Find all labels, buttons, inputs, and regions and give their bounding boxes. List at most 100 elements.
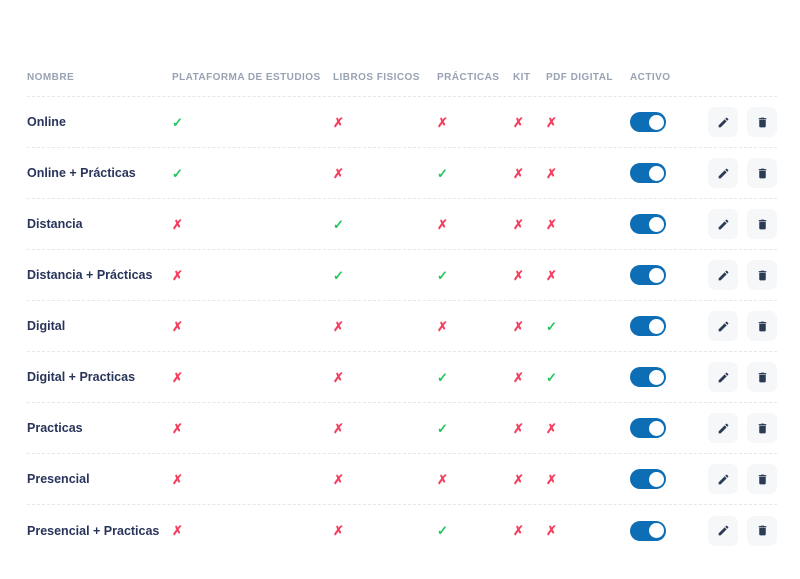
active-toggle[interactable]	[630, 214, 666, 234]
edit-button[interactable]	[708, 464, 738, 494]
edit-button[interactable]	[708, 515, 738, 546]
pdf-mark: ✗	[546, 523, 557, 538]
row-name: Presencial	[27, 472, 90, 486]
toggle-knob	[648, 318, 664, 334]
pdf-mark: ✗	[546, 216, 557, 232]
row-name: Presencial + Practicas	[27, 523, 160, 538]
pencil-icon	[717, 371, 730, 384]
libros-mark: ✓	[333, 216, 344, 232]
plataforma-mark: ✗	[172, 523, 183, 538]
column-header-kit: KIT	[513, 72, 531, 83]
row-name: Online	[27, 115, 66, 129]
plataforma-mark: ✗	[172, 267, 183, 283]
practicas-mark: ✓	[437, 165, 448, 181]
libros-mark: ✗	[333, 165, 344, 181]
edit-button[interactable]	[708, 107, 738, 137]
active-toggle[interactable]	[630, 469, 666, 489]
column-header-activo: ACTIVO	[630, 72, 671, 83]
pencil-icon	[717, 524, 730, 537]
trash-icon	[756, 524, 769, 537]
practicas-mark: ✗	[437, 471, 448, 487]
plataforma-mark: ✗	[172, 318, 183, 334]
delete-button[interactable]	[747, 311, 777, 341]
pdf-mark: ✗	[546, 471, 557, 487]
kit-mark: ✗	[513, 369, 524, 385]
trash-icon	[756, 167, 769, 180]
toggle-knob	[648, 216, 664, 232]
trash-icon	[756, 422, 769, 435]
toggle-knob	[648, 369, 664, 385]
practicas-mark: ✗	[437, 216, 448, 232]
kit-mark: ✗	[513, 216, 524, 232]
edit-button[interactable]	[708, 413, 738, 443]
row-name: Online + Prácticas	[27, 166, 136, 180]
delete-button[interactable]	[747, 158, 777, 188]
active-toggle[interactable]	[630, 367, 666, 387]
plataforma-mark: ✗	[172, 471, 183, 487]
toggle-knob	[648, 267, 664, 283]
active-toggle[interactable]	[630, 520, 666, 541]
plataforma-mark: ✓	[172, 165, 183, 181]
trash-icon	[756, 269, 769, 282]
pdf-mark: ✗	[546, 420, 557, 436]
table-row: Practicas ✗ ✗ ✓ ✗ ✗	[27, 403, 777, 454]
trash-icon	[756, 473, 769, 486]
delete-button[interactable]	[747, 515, 777, 546]
pdf-mark: ✗	[546, 267, 557, 283]
practicas-mark: ✗	[437, 318, 448, 334]
pencil-icon	[717, 422, 730, 435]
column-header-pdf: PDF DIGITAL	[546, 72, 613, 83]
table-row: Distancia ✗ ✓ ✗ ✗ ✗	[27, 199, 777, 250]
active-toggle[interactable]	[630, 418, 666, 438]
trash-icon	[756, 371, 769, 384]
row-name: Practicas	[27, 421, 83, 435]
delete-button[interactable]	[747, 107, 777, 137]
row-name: Digital + Practicas	[27, 370, 136, 384]
column-header-libros: LIBROS FISICOS	[333, 72, 420, 83]
libros-mark: ✗	[333, 523, 344, 538]
delete-button[interactable]	[747, 464, 777, 494]
page: NOMBRE PLATAFORMA DE ESTUDIOS LIBROS FIS…	[0, 59, 800, 579]
pencil-icon	[717, 116, 730, 129]
kit-mark: ✗	[513, 114, 524, 130]
edit-button[interactable]	[708, 311, 738, 341]
edit-button[interactable]	[708, 158, 738, 188]
row-name: Distancia + Prácticas	[27, 268, 153, 282]
table-row: Distancia + Prácticas ✗ ✓ ✓ ✗ ✗	[27, 250, 777, 301]
plataforma-mark: ✗	[172, 420, 183, 436]
libros-mark: ✗	[333, 114, 344, 130]
delete-button[interactable]	[747, 260, 777, 290]
toggle-knob	[648, 523, 664, 538]
toggle-knob	[648, 471, 664, 487]
pencil-icon	[717, 473, 730, 486]
active-toggle[interactable]	[630, 163, 666, 183]
delete-button[interactable]	[747, 362, 777, 392]
edit-button[interactable]	[708, 260, 738, 290]
trash-icon	[756, 320, 769, 333]
practicas-mark: ✓	[437, 267, 448, 283]
practicas-mark: ✓	[437, 523, 448, 538]
delete-button[interactable]	[747, 209, 777, 239]
trash-icon	[756, 116, 769, 129]
column-header-plataforma: PLATAFORMA DE ESTUDIOS	[172, 72, 321, 83]
edit-button[interactable]	[708, 362, 738, 392]
toggle-knob	[648, 165, 664, 181]
pdf-mark: ✗	[546, 165, 557, 181]
table-row: Presencial + Practicas ✗ ✗ ✓ ✗ ✗	[27, 505, 777, 556]
active-toggle[interactable]	[630, 112, 666, 132]
kit-mark: ✗	[513, 471, 524, 487]
table-body: Online ✓ ✗ ✗ ✗ ✗ Online + Prácticas	[27, 97, 777, 556]
libros-mark: ✓	[333, 267, 344, 283]
edit-button[interactable]	[708, 209, 738, 239]
plataforma-mark: ✗	[172, 369, 183, 385]
row-name: Distancia	[27, 217, 83, 231]
active-toggle[interactable]	[630, 316, 666, 336]
active-toggle[interactable]	[630, 265, 666, 285]
trash-icon	[756, 218, 769, 231]
plataforma-mark: ✓	[172, 114, 183, 130]
pencil-icon	[717, 167, 730, 180]
toggle-knob	[648, 420, 664, 436]
pdf-mark: ✓	[546, 318, 557, 334]
delete-button[interactable]	[747, 413, 777, 443]
practicas-mark: ✓	[437, 420, 448, 436]
